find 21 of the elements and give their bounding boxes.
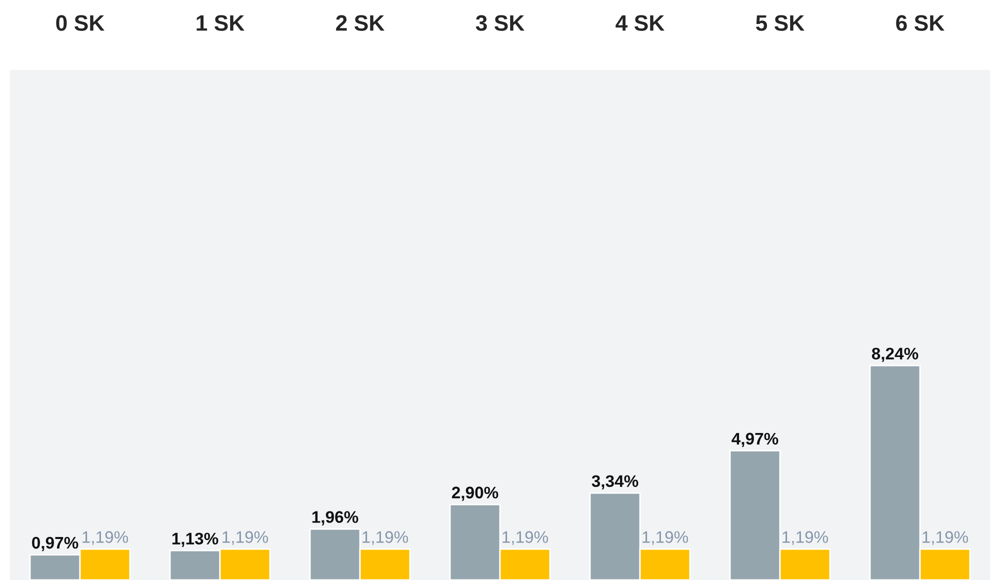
data-label: 1,19% [922, 531, 968, 545]
x-tick-label: 0 SK [56, 15, 104, 31]
x-tick-label: 2 SK [336, 15, 384, 31]
data-label: 1,19% [502, 531, 548, 545]
data-label: 2,90% [452, 486, 498, 501]
data-label: 1,19% [82, 531, 128, 545]
data-label: 1,13% [172, 532, 218, 547]
x-tick-label: 6 SK [896, 15, 944, 31]
data-label: 1,19% [642, 531, 688, 545]
x-tick-label: 4 SK [616, 15, 664, 31]
data-label: 3,34% [592, 475, 638, 490]
data-label: 4,97% [732, 432, 778, 448]
data-label: 1,96% [312, 511, 358, 526]
data-label: 1,19% [362, 531, 408, 545]
x-tick-label: 3 SK [476, 15, 524, 31]
data-label: 1,19% [782, 531, 828, 545]
data-label: 0,97% [32, 536, 78, 552]
data-label: 1,19% [222, 531, 268, 545]
x-tick-label: 5 SK [756, 15, 804, 31]
x-tick-label: 1 SK [196, 15, 244, 31]
data-label: 8,24% [872, 348, 918, 362]
